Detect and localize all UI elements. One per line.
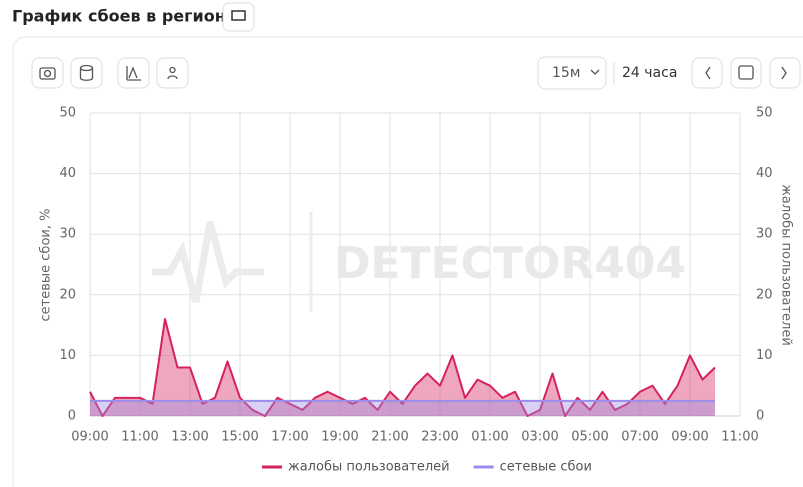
watermark: DETECTOR404 <box>334 238 686 289</box>
y2-tick-label: 50 <box>756 106 773 121</box>
x-tick-label: 01:00 <box>471 430 508 445</box>
range-value: 24 часа <box>622 65 677 81</box>
series-line <box>89 318 716 417</box>
y-tick-label: 20 <box>59 287 76 302</box>
x-tick-label: 09:00 <box>71 430 108 445</box>
x-tick-label: 11:00 <box>721 430 758 445</box>
y-tick-label: 40 <box>59 166 76 181</box>
x-tick-label: 15:00 <box>221 430 258 445</box>
interval-select[interactable] <box>537 56 607 90</box>
x-tick-label: 23:00 <box>421 430 458 445</box>
x-tick-label: 21:00 <box>371 430 408 445</box>
card <box>12 36 803 487</box>
y2-tick-label: 30 <box>756 227 773 242</box>
calendar-button[interactable] <box>730 57 762 89</box>
y2-axis-label: жалобы пользователей <box>779 184 794 346</box>
watermark-logo <box>152 221 264 303</box>
display-icon <box>231 10 246 21</box>
y-axis-label: сетевые сбои, % <box>39 209 54 322</box>
x-tick-label: 07:00 <box>621 430 658 445</box>
x-tick-label: 03:00 <box>521 430 558 445</box>
prev-button[interactable] <box>691 57 723 89</box>
y-tick-label: 30 <box>59 227 76 242</box>
x-tick-label: 19:00 <box>321 430 358 445</box>
next-button[interactable] <box>769 57 801 89</box>
x-tick-label: 17:00 <box>271 430 308 445</box>
x-tick-label: 05:00 <box>571 430 608 445</box>
plot: 0 10 20 30 40 50 0 10 20 30 40 50 09:00 11:00 13:00 15:… <box>39 106 794 475</box>
series-area <box>90 400 715 416</box>
toolbar <box>31 56 801 90</box>
x-tick-label: 09:00 <box>671 430 708 445</box>
y2-tick-label: 10 <box>756 348 773 363</box>
y-tick-label: 50 <box>59 106 76 121</box>
chart-type-button[interactable] <box>117 57 150 89</box>
y-tick-label: 0 <box>68 409 76 424</box>
toolbar-icons <box>39 64 787 81</box>
x-tick-label: 13:00 <box>171 430 208 445</box>
data-button[interactable] <box>70 57 103 89</box>
display-button[interactable] <box>222 2 255 32</box>
y-tick-label: 10 <box>59 348 76 363</box>
page-title: График сбоев в регионе <box>12 7 237 26</box>
y2-tick-label: 0 <box>756 409 764 424</box>
legend-label: сетевые сбои <box>500 460 592 475</box>
camera-button[interactable] <box>31 57 64 89</box>
legend-label: жалобы пользователей <box>288 460 450 475</box>
series-area <box>90 319 715 416</box>
interval-value: 15м <box>552 65 580 81</box>
y2-tick-label: 40 <box>756 166 773 181</box>
x-tick-label: 11:00 <box>121 430 158 445</box>
y2-tick-label: 20 <box>756 287 773 302</box>
